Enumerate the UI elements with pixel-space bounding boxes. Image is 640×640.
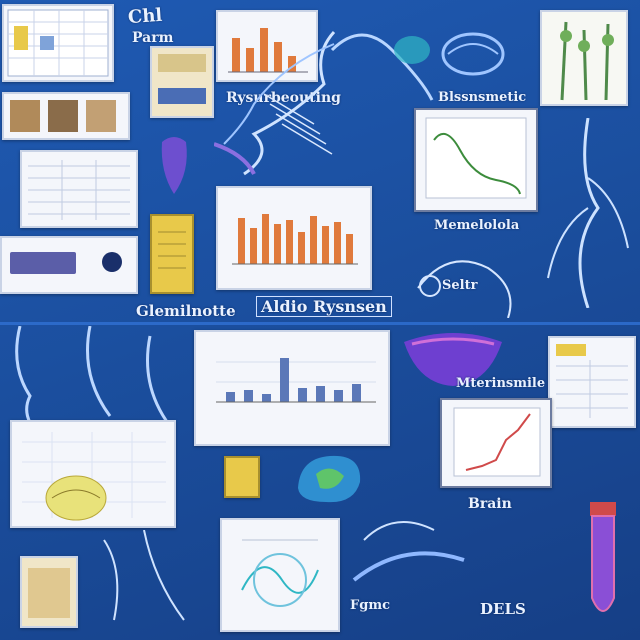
center-title: Aldio Rysnsen <box>256 296 392 317</box>
table-right-graphic <box>556 344 628 418</box>
notebook-graphic <box>158 54 206 104</box>
line-chart-right-graphic <box>425 117 527 199</box>
device-card[interactable] <box>0 236 138 294</box>
teal-blob-sketch <box>298 455 361 503</box>
shell-sketch <box>441 32 505 76</box>
sketch-card-bottom[interactable] <box>220 518 340 632</box>
bottom-caption-3: DELS <box>480 600 526 618</box>
image-strip-card[interactable] <box>2 92 130 140</box>
purple-organ-sketch <box>161 137 187 194</box>
vessel-sketch-right <box>547 118 629 308</box>
line-chart-card-right[interactable] <box>414 108 538 212</box>
right-caption-1: Blssnsmetic <box>438 90 527 105</box>
small-table-graphic <box>28 160 130 220</box>
bottom-caption-2: Fgmc <box>350 598 390 613</box>
plant-graphic <box>560 21 614 101</box>
table-card-right[interactable] <box>548 336 636 428</box>
bottom-caption-1: Brain <box>468 496 512 512</box>
line-chart-bottom-graphic <box>453 407 541 477</box>
device-graphic <box>10 252 122 274</box>
bar-chart-card-center[interactable] <box>216 186 372 290</box>
yellow-chip-card[interactable] <box>224 456 260 498</box>
right-caption-3: Seltr <box>442 278 478 293</box>
table-card-top-left[interactable] <box>2 4 114 82</box>
animal-sketch <box>417 260 512 318</box>
yellow-tag-card[interactable] <box>150 214 194 294</box>
skeleton-sketch <box>214 30 336 176</box>
notebook-card[interactable] <box>150 46 214 118</box>
bottom-left-title: Glemilnotte <box>136 302 236 320</box>
small-table-card[interactable] <box>20 150 138 228</box>
yellow-tag-graphic <box>158 231 186 269</box>
label-top-left: Chl <box>127 4 163 29</box>
graph-paper-graphic <box>22 432 166 521</box>
right-mid-caption: Mterinsmile <box>456 376 546 391</box>
organ-sketch-top-right <box>330 33 434 101</box>
organ-diagram-graphic <box>241 539 319 607</box>
bottom-vessel-sketch <box>103 530 185 621</box>
small-chart-bottom-left[interactable] <box>20 556 78 628</box>
right-caption-2: Memelolola <box>434 218 520 233</box>
bar-chart-bottom-graphic <box>216 358 376 403</box>
bar-chart-center-graphic <box>232 214 358 265</box>
bar-chart-top-graphic <box>228 28 308 73</box>
bowl-sketch <box>404 333 502 386</box>
section-divider <box>0 322 640 325</box>
bar-chart-card-bottom[interactable] <box>194 330 390 446</box>
bar-chart-card-top[interactable] <box>216 10 318 82</box>
graph-card-bottom-left[interactable] <box>10 420 176 528</box>
plant-illustration-card[interactable] <box>540 10 628 106</box>
test-tube-sketch <box>590 502 616 612</box>
label-top-left-2: Parm <box>132 30 174 46</box>
table-grid-graphic <box>7 9 109 77</box>
small-chart-graphic <box>28 568 70 618</box>
bottom-right-sketch <box>352 521 465 582</box>
image-strip-graphic <box>10 100 116 132</box>
line-chart-card-bottom[interactable] <box>440 398 552 488</box>
